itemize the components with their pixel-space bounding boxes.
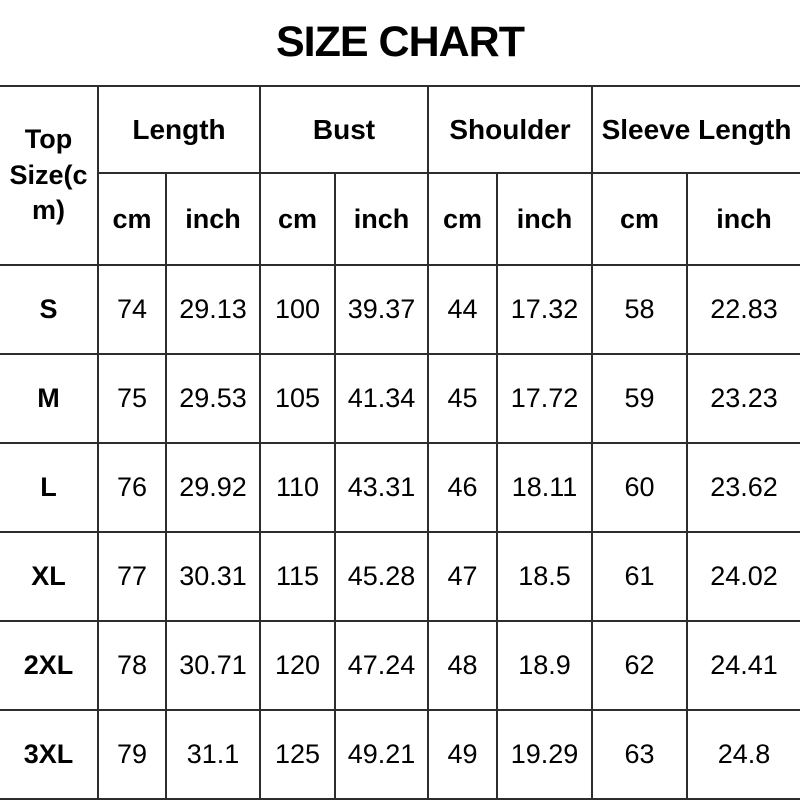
value-cell: 77 [97, 531, 167, 622]
value-cell: 18.9 [496, 620, 594, 711]
value-cell: 18.5 [496, 531, 594, 622]
corner-header-cell: Top Size(c m) [0, 85, 99, 266]
value-cell: 105 [259, 353, 336, 444]
size-cell: 3XL [0, 709, 99, 800]
value-cell: 47 [427, 531, 499, 622]
size-cell: M [0, 353, 99, 444]
size-cell: 2XL [0, 620, 99, 711]
value-cell: 61 [591, 531, 689, 622]
value-cell: 29.92 [165, 442, 261, 533]
table-row-xl: XL 77 30.31 115 45.28 47 18.5 61 24.02 [0, 531, 800, 622]
group-header-bust: Bust [258, 85, 430, 174]
unit-header-cell: inch [165, 172, 261, 266]
value-cell: 78 [97, 620, 167, 711]
title-bar: SIZE CHART [0, 0, 800, 85]
size-cell: L [0, 442, 99, 533]
value-cell: 79 [97, 709, 167, 800]
group-header-length: Length [97, 85, 261, 174]
value-cell: 120 [259, 620, 336, 711]
value-cell: 30.71 [165, 620, 261, 711]
unit-header-cell: cm [98, 172, 167, 266]
value-cell: 110 [259, 442, 336, 533]
value-cell: 24.41 [686, 620, 800, 711]
value-cell: 46 [427, 442, 499, 533]
unit-header-cell: cm [591, 172, 689, 266]
table-row-s: S 74 29.13 100 39.37 44 17.32 58 22.83 [0, 264, 800, 355]
table-row-m: M 75 29.53 105 41.34 45 17.72 59 23.23 [0, 353, 800, 444]
value-cell: 100 [259, 264, 336, 355]
value-cell: 24.02 [686, 531, 800, 622]
value-cell: 49 [427, 709, 499, 800]
unit-header-cell: cm [427, 172, 499, 266]
value-cell: 18.11 [496, 442, 594, 533]
value-cell: 22.83 [686, 264, 800, 355]
unit-header-cell: cm [259, 172, 336, 266]
value-cell: 115 [259, 531, 336, 622]
group-header-sleeve-length: Sleeve Length [591, 85, 800, 174]
value-cell: 29.13 [165, 264, 261, 355]
value-cell: 49.21 [333, 709, 430, 800]
value-cell: 24.8 [686, 709, 800, 800]
unit-header-cell: inch [333, 172, 430, 266]
value-cell: 41.34 [333, 353, 430, 444]
value-cell: 39.37 [333, 264, 430, 355]
value-cell: 74 [97, 264, 167, 355]
table-row-l: L 76 29.92 110 43.31 46 18.11 60 23.62 [0, 442, 800, 533]
value-cell: 62 [591, 620, 689, 711]
size-cell: XL [0, 531, 99, 622]
value-cell: 45 [427, 353, 499, 444]
value-cell: 17.32 [496, 264, 594, 355]
value-cell: 17.72 [496, 353, 594, 444]
value-cell: 44 [427, 264, 499, 355]
value-cell: 125 [259, 709, 336, 800]
value-cell: 75 [97, 353, 167, 444]
value-cell: 60 [591, 442, 689, 533]
value-cell: 63 [591, 709, 689, 800]
chart-title: SIZE CHART [276, 18, 525, 66]
group-header-shoulder: Shoulder [427, 85, 594, 174]
table-row-2xl: 2XL 78 30.71 120 47.24 48 18.9 62 24.41 [0, 620, 800, 711]
value-cell: 31.1 [165, 709, 261, 800]
value-cell: 23.23 [686, 353, 800, 444]
unit-header-cell: inch [496, 172, 594, 266]
value-cell: 45.28 [333, 531, 430, 622]
size-chart-table: Top Size(c m) Length Bust Shoulder Sleev… [0, 85, 800, 800]
table-row-3xl: 3XL 79 31.1 125 49.21 49 19.29 63 24.8 [0, 709, 800, 800]
size-cell: S [0, 264, 99, 355]
header-unit-row: cm inch cm inch cm inch cm inch [0, 172, 800, 266]
unit-header-cell: inch [686, 172, 800, 266]
header-group-row: Top Size(c m) Length Bust Shoulder Sleev… [0, 85, 800, 266]
value-cell: 76 [97, 442, 167, 533]
value-cell: 30.31 [165, 531, 261, 622]
value-cell: 43.31 [333, 442, 430, 533]
value-cell: 29.53 [165, 353, 261, 444]
value-cell: 48 [427, 620, 499, 711]
value-cell: 59 [591, 353, 689, 444]
value-cell: 23.62 [686, 442, 800, 533]
value-cell: 19.29 [496, 709, 594, 800]
value-cell: 58 [591, 264, 689, 355]
value-cell: 47.24 [333, 620, 430, 711]
